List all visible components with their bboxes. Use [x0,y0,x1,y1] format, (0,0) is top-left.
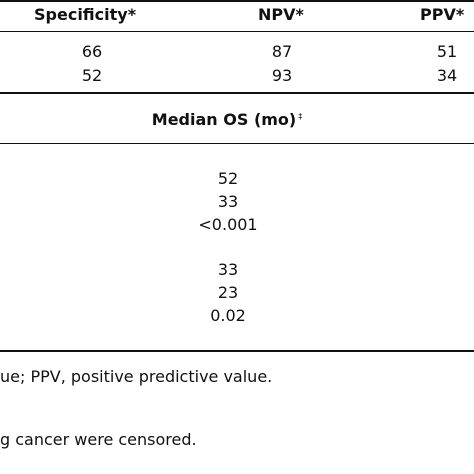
specificity-header: Specificity* [34,5,137,24]
specificity-cell-row2: 52 [81,66,103,85]
median-os-label: Median OS (mo) [151,110,297,129]
table2-header-rule [0,143,474,144]
ppv-cell-row1: 51 [436,42,458,61]
header-rule [0,31,474,32]
footnote-abbreviations: ue; PPV, positive predictive value. [0,367,273,386]
median-os-group2-value1: 33 [217,260,239,279]
median-os-group2-pvalue: 0.02 [210,306,246,325]
npv-header: NPV* [258,5,304,24]
double-dagger-mark: ‡ [298,111,303,121]
table2-bottom-rule [0,350,474,352]
median-os-header: Median OS (mo) ‡ [152,110,302,129]
footnote-censored: g cancer were censored. [0,430,197,449]
median-os-group1-pvalue: <0.001 [198,215,258,234]
specificity-cell-row1: 66 [81,42,103,61]
median-os-group1-value1: 52 [217,169,239,188]
median-os-group1-value2: 33 [217,192,239,211]
npv-cell-row2: 93 [271,66,293,85]
top-rule [0,0,474,2]
ppv-cell-row2: 34 [436,66,458,85]
median-os-group2-value2: 23 [217,283,239,302]
ppv-header: PPV* [420,5,465,24]
table1-bottom-rule [0,92,474,94]
npv-cell-row1: 87 [271,42,293,61]
